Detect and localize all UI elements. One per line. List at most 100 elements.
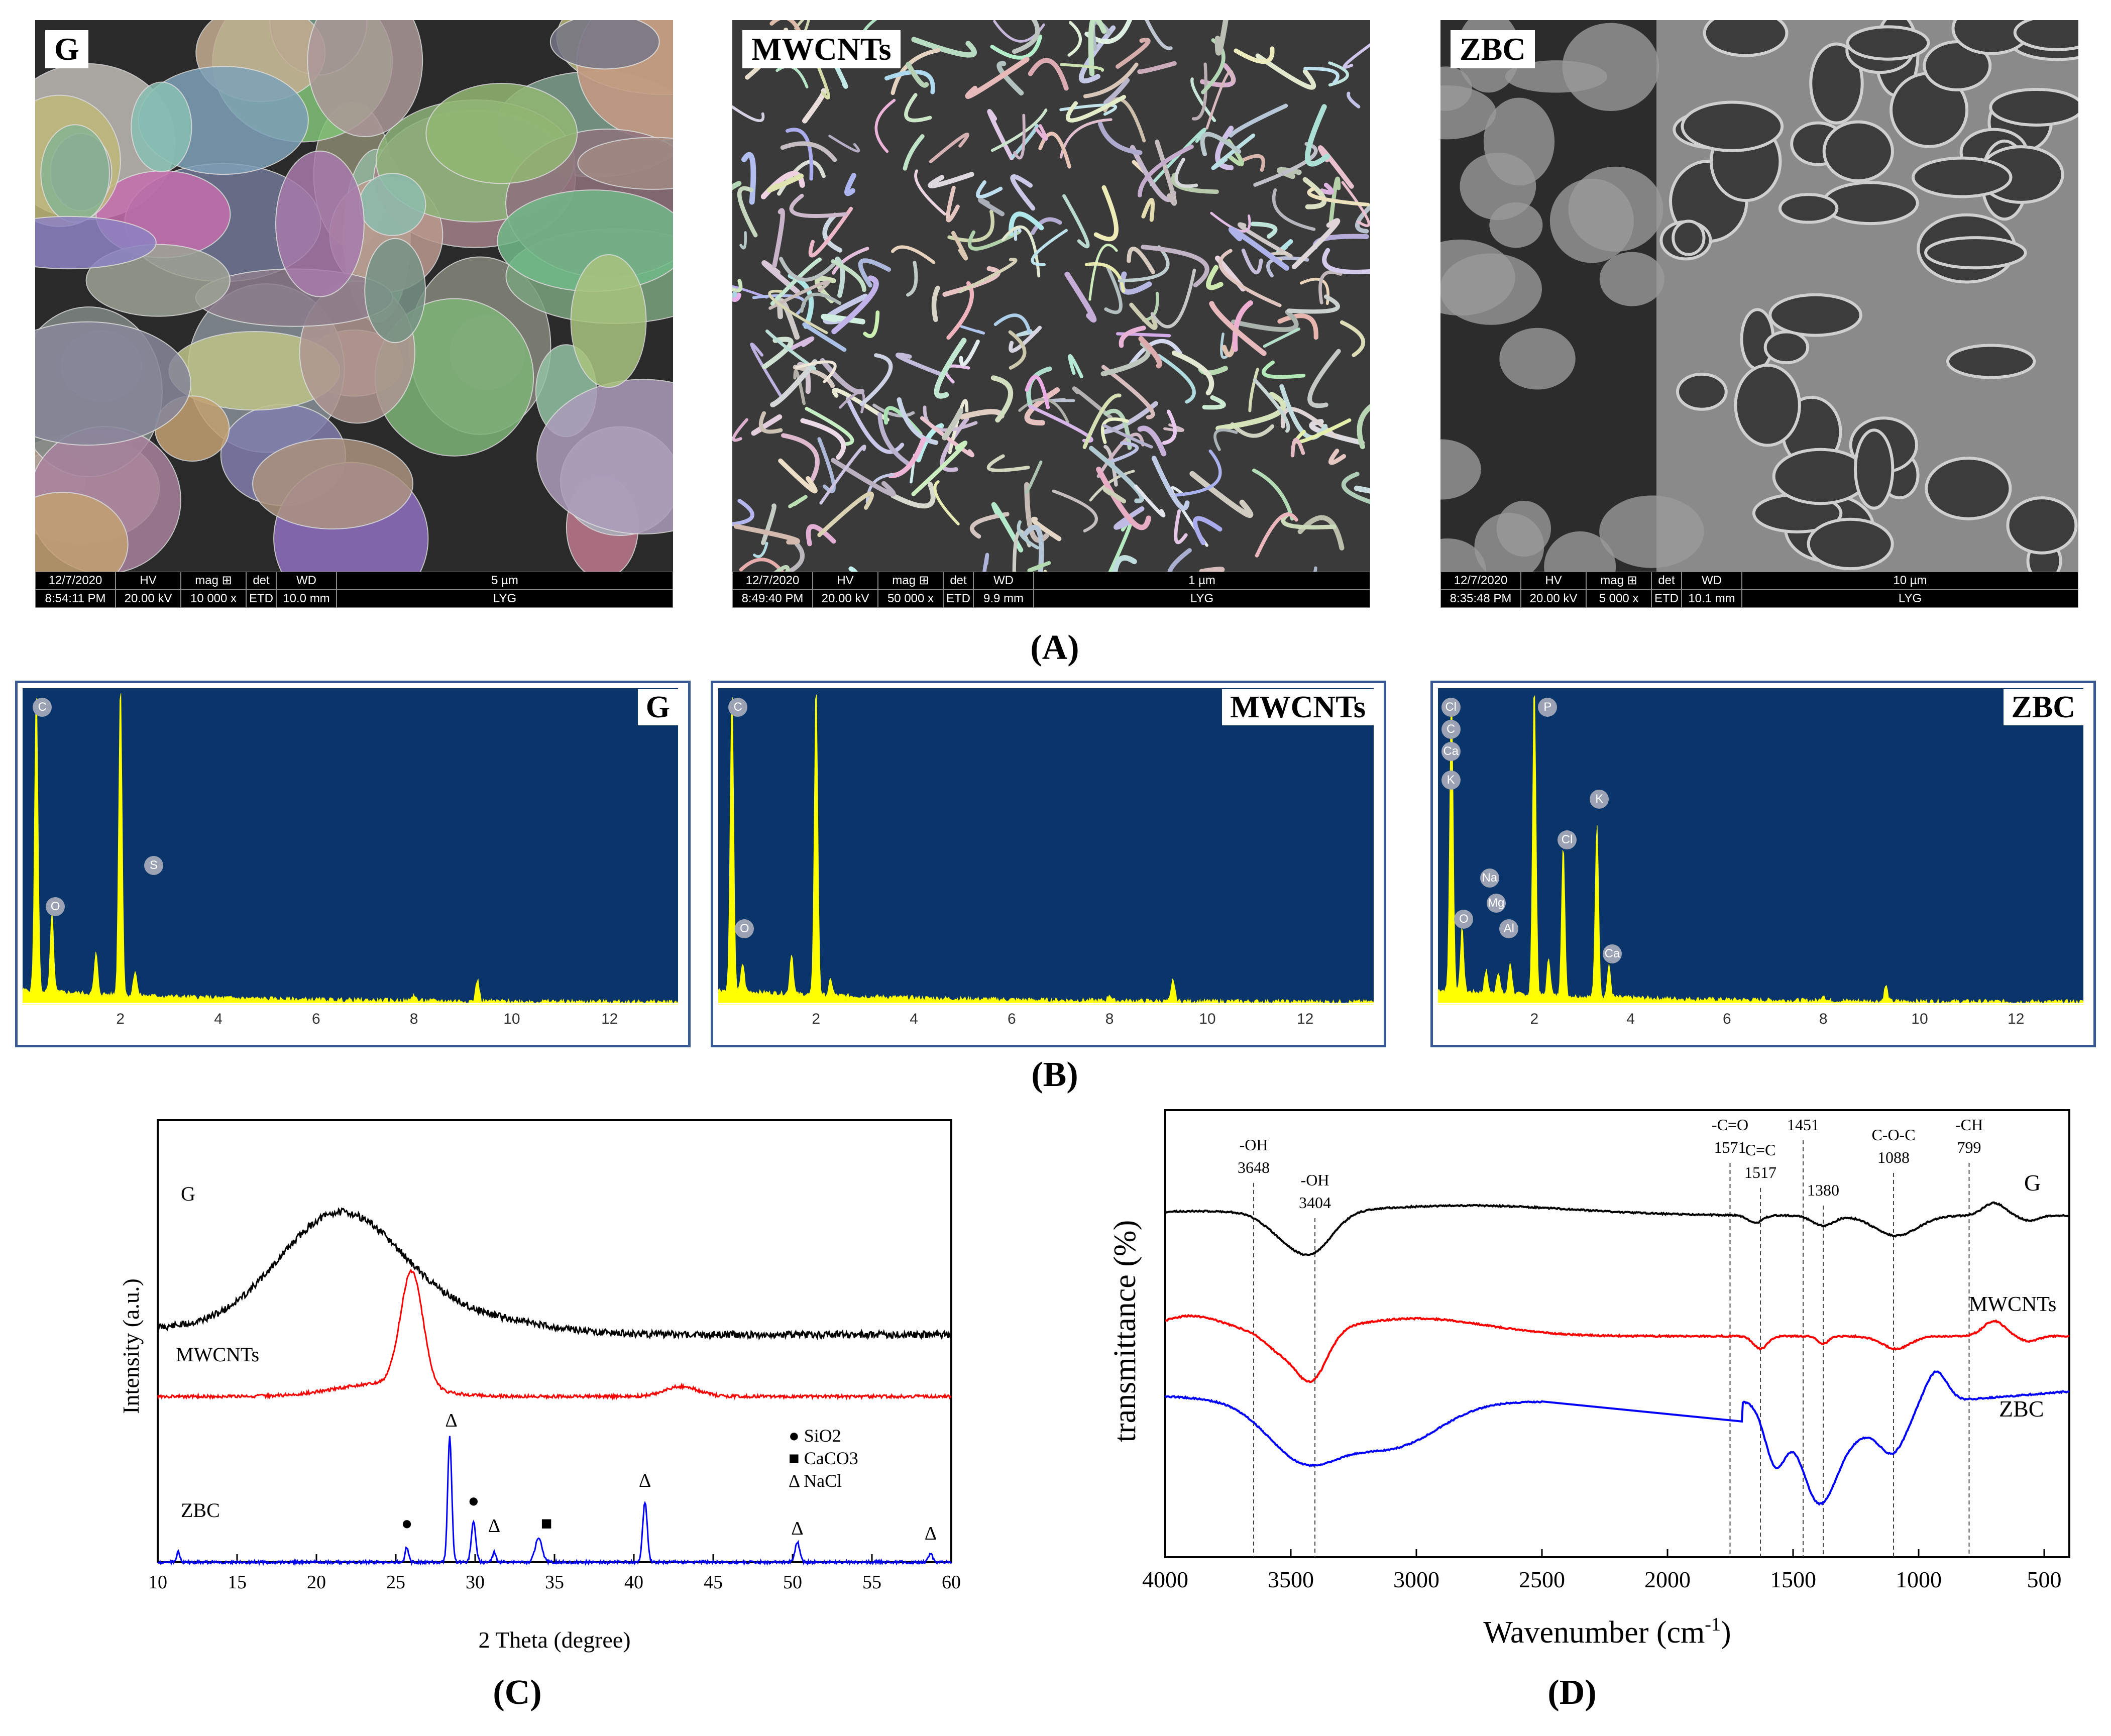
eds-spectrum-zbc: Cl C Ca K P Na Mg Al O Cl K Ca ZBC 2 4 6 8 10 12 xyxy=(1430,681,2096,1047)
eds-spectrum-trace xyxy=(22,693,679,1005)
sem-time: 8:54:11 PM xyxy=(35,590,116,608)
eds-x-tick: 8 xyxy=(1105,1011,1114,1027)
panel-letter-b: (B) xyxy=(1031,1055,1078,1094)
ftir-plot-frame xyxy=(1164,1109,2070,1558)
eds-x-tick: 4 xyxy=(214,1011,223,1027)
sem-image-g: G 12/7/2020 8:54:11 PM HV 20.00 kV mag ⊞ 10 00… xyxy=(35,20,673,608)
eds-spectrum-trace xyxy=(1437,695,2084,1005)
sem-wd: 10.0 mm xyxy=(276,590,337,608)
eds-x-tick: 4 xyxy=(910,1011,918,1027)
xrd-series-label-g: G xyxy=(181,1182,195,1205)
sem-mag-header: mag ⊞ xyxy=(878,572,943,590)
sem-wd: 10.1 mm xyxy=(1682,590,1742,608)
sem-det: ETD xyxy=(246,590,276,608)
ftir-y-axis-label: transmittance (%) xyxy=(1108,1220,1142,1442)
eds-x-tick: 6 xyxy=(1723,1011,1731,1027)
xrd-chart: 10 15 20 25 30 35 40 45 50 55 60 ● Δ ● Δ ■ Δ Δ Δ G MWCNTs… xyxy=(121,1119,961,1653)
eds-element-marker: Al xyxy=(1499,919,1519,938)
xrd-x-tick: 20 xyxy=(307,1572,326,1593)
sem-hv: 20.00 kV xyxy=(813,590,878,608)
ftir-x-tick: 1000 xyxy=(1896,1567,1942,1592)
xrd-peak-mark: ■ xyxy=(541,1513,552,1534)
eds-label-g: G xyxy=(637,689,678,726)
sem-wd: 9.9 mm xyxy=(973,590,1034,608)
sem-mag-header: mag ⊞ xyxy=(1586,572,1651,590)
eds-element-marker: C xyxy=(728,697,748,717)
eds-x-tick: 8 xyxy=(409,1011,418,1027)
eds-x-tick: 10 xyxy=(1199,1011,1216,1027)
ftir-x-tick: 4000 xyxy=(1142,1567,1188,1592)
sem-hv-header: HV xyxy=(116,572,181,590)
eds-element-marker: O xyxy=(735,919,754,938)
ftir-x-tick: 500 xyxy=(2027,1567,2062,1592)
eds-x-tick: 12 xyxy=(601,1011,618,1027)
xrd-x-axis-label: 2 Theta (degree) xyxy=(478,1627,630,1653)
sem-mag: 5 000 x xyxy=(1586,590,1651,608)
panel-letter-c: (C) xyxy=(493,1673,542,1712)
ftir-band-label: -C=O xyxy=(1712,1116,1748,1134)
ftir-x-tick: 3000 xyxy=(1393,1567,1439,1592)
ftir-band-label: -OH xyxy=(1301,1171,1329,1189)
eds-plot-area: Cl C Ca K P Na Mg Al O Cl K Ca xyxy=(1437,688,2084,1005)
ftir-series-label-g: G xyxy=(2024,1170,2041,1196)
panel-letter-d: (D) xyxy=(1547,1673,1597,1712)
eds-x-tick: 6 xyxy=(311,1011,320,1027)
sem-time: 8:49:40 PM xyxy=(732,590,813,608)
sem-operator: LYG xyxy=(1742,590,2078,608)
ftir-band-value: 1451 xyxy=(1787,1116,1819,1134)
xrd-x-tick: 10 xyxy=(148,1572,167,1593)
sem-scale-bar: 1 µm xyxy=(1034,572,1370,590)
eds-element-marker: O xyxy=(1454,909,1474,929)
xrd-x-tick: 45 xyxy=(704,1572,723,1593)
ftir-series xyxy=(1164,1201,2070,1506)
ftir-band-value: 1380 xyxy=(1807,1181,1839,1199)
sem-texture xyxy=(1440,20,2078,572)
xrd-series-label-mwcnts: MWCNTs xyxy=(176,1343,259,1366)
xrd-x-tick: 30 xyxy=(466,1572,485,1593)
sem-wd-header: WD xyxy=(973,572,1034,590)
eds-element-marker: Ca xyxy=(1441,742,1461,761)
eds-plot-area: C O S xyxy=(22,688,679,1005)
eds-element-marker: K xyxy=(1590,789,1609,809)
sem-mag: 50 000 x xyxy=(878,590,943,608)
eds-x-tick: 10 xyxy=(503,1011,520,1027)
sem-info-bar: 12/7/2020 8:49:40 PM HV 20.00 kV mag ⊞ 50 000… xyxy=(732,572,1370,608)
xrd-x-tick: 40 xyxy=(624,1572,643,1593)
sem-hv: 20.00 kV xyxy=(116,590,181,608)
sem-image-zbc: ZBC 12/7/2020 8:35:48 PM HV 20.00 kV mag ⊞ 5 0… xyxy=(1440,20,2078,608)
sem-wd-header: WD xyxy=(1682,572,1742,590)
ftir-band-value: 799 xyxy=(1957,1138,1981,1156)
xrd-legend-sio2: ● SiO2 xyxy=(789,1426,841,1446)
xrd-peak-mark: Δ xyxy=(791,1518,803,1539)
ftir-series-label-mwcnts: MWCNTs xyxy=(1969,1293,2056,1316)
sem-image-mwcnts: MWCNTs 12/7/2020 8:49:40 PM HV 20.00 kV mag ⊞… xyxy=(732,20,1370,608)
ftir-band-value: 3648 xyxy=(1238,1158,1270,1176)
ftir-x-tick: 2000 xyxy=(1644,1567,1691,1592)
xrd-peak-mark: Δ xyxy=(639,1470,651,1491)
sem-mag-header: mag ⊞ xyxy=(181,572,246,590)
eds-element-marker: Na xyxy=(1480,869,1499,888)
ftir-band-label: C=C xyxy=(1745,1141,1776,1159)
ftir-band-value: 1088 xyxy=(1877,1148,1910,1166)
eds-spectrum-mwcnts: C O MWCNTs 2 4 6 8 10 12 xyxy=(711,681,1386,1047)
ftir-chart: 4000 3500 3000 2500 2000 1500 1000 500 -OH3648-… xyxy=(1108,1109,2070,1650)
sem-det-header: det xyxy=(943,572,973,590)
sem-hv-header: HV xyxy=(813,572,878,590)
eds-spectrum-trace xyxy=(718,694,1374,1005)
xrd-series-label-zbc: ZBC xyxy=(181,1499,220,1522)
ftir-band-guides xyxy=(1253,1140,1970,1557)
ftir-band-label: -OH xyxy=(1240,1136,1268,1154)
eds-element-marker: O xyxy=(46,897,65,916)
eds-element-marker: K xyxy=(1441,770,1461,790)
xrd-peak-mark: Δ xyxy=(488,1515,500,1537)
sem-label-zbc: ZBC xyxy=(1451,30,1535,68)
eds-x-tick: 8 xyxy=(1819,1011,1828,1027)
ftir-band-value: 1517 xyxy=(1744,1163,1776,1181)
xrd-x-ticks: 10 15 20 25 30 35 40 45 50 55 60 xyxy=(148,1554,961,1593)
xrd-line-mwcnts xyxy=(157,1268,952,1401)
eds-x-tick: 12 xyxy=(1296,1011,1314,1027)
ftir-band-label: -CH xyxy=(1955,1116,1983,1134)
ftir-line-mwcnts xyxy=(1165,1314,2070,1383)
